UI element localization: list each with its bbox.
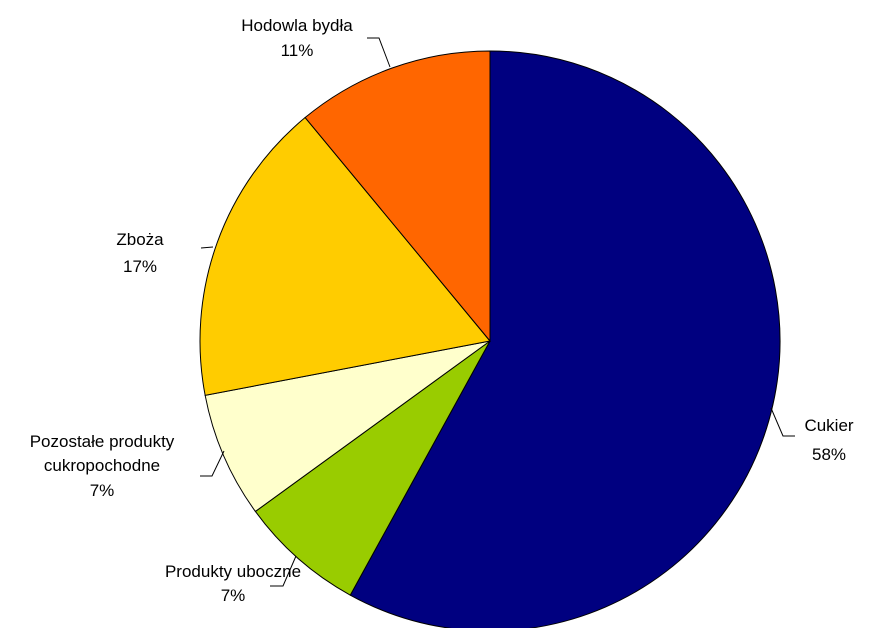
category-label-pozostale-produkty-cukropochodne: Pozostałe produkty <box>30 432 175 451</box>
category-label-hodowla-bydla: Hodowla bydła <box>241 16 353 35</box>
percent-label-cukier: 58% <box>812 445 846 464</box>
slice-cukier <box>349 50 781 628</box>
percent-label-hodowla-bydla: 11% <box>281 41 314 60</box>
leader-lines <box>200 37 795 587</box>
percent-label-zboza: 17% <box>123 257 157 276</box>
leader-line-hodowla-bydla <box>367 37 391 68</box>
slice-hodowla-bydla <box>304 50 491 343</box>
slice-produkty-uboczne <box>254 340 491 596</box>
slice-pozostale-produkty-cukropochodne <box>204 340 491 513</box>
slice-labels: Cukier 58% Produkty uboczne 7% Pozostałe pro… <box>30 16 854 605</box>
slice-zboza <box>199 116 491 396</box>
leader-line-zboza <box>200 246 214 249</box>
leader-line-cukier <box>770 407 795 437</box>
category-label-produkty-uboczne: Produkty uboczne <box>165 562 301 581</box>
category-label-cukier: Cukier <box>804 416 853 435</box>
percent-label-pozostale-produkty-cukropochodne: 7% <box>90 481 115 500</box>
leader-line-produkty-uboczne <box>270 555 297 587</box>
leader-line-pozostale-produkty-cukropochodne <box>200 450 225 477</box>
percent-label-produkty-uboczne: 7% <box>221 586 246 605</box>
pie-slices <box>199 50 781 628</box>
category-label-zboza: Zboża <box>116 230 164 249</box>
category-label-pozostale-produkty-cukropochodne: cukropochodne <box>44 456 160 475</box>
